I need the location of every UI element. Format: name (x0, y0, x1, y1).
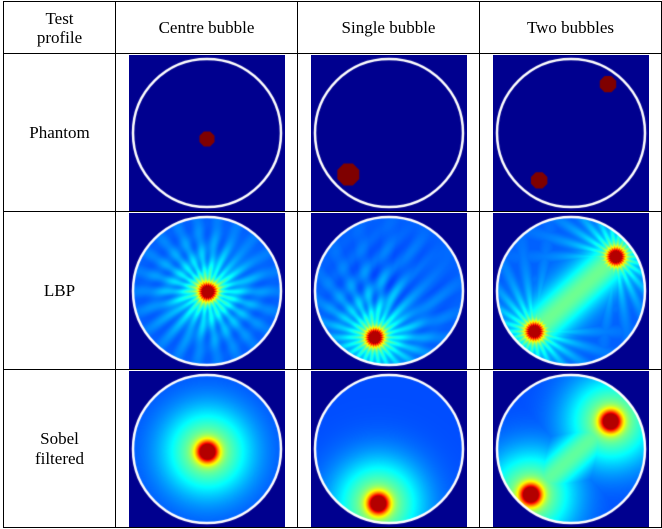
corner-header-line-1: Test (45, 8, 74, 28)
corner-header-line-2: profile (36, 27, 83, 47)
cell-lbp-centre-bubble (115, 211, 298, 370)
row-label-phantom-text: Phantom (29, 122, 90, 142)
row-label-sobel-line-2: filtered (34, 448, 85, 468)
corner-header: Test profile (3, 1, 116, 54)
cell-lbp-two-bubbles (479, 211, 662, 370)
column-header-centre-bubble: Centre bubble (115, 1, 298, 54)
phantom-two-bubbles-image (492, 54, 649, 211)
header-row: Test profile Centre bubble Single bubble… (3, 1, 662, 54)
sobel-two-bubbles-image (492, 370, 649, 527)
cell-phantom-centre-bubble (115, 53, 298, 212)
lbp-centre-bubble-image (128, 212, 285, 369)
sobel-single-bubble-image (310, 370, 467, 527)
lbp-single-bubble-image (310, 212, 467, 369)
column-header-two-bubbles: Two bubbles (479, 1, 662, 54)
cell-phantom-two-bubbles (479, 53, 662, 212)
row-label-sobel-filtered: Sobel filtered (3, 369, 116, 528)
row-phantom: Phantom (3, 53, 662, 212)
cell-sobel-centre-bubble (115, 369, 298, 528)
row-sobel-filtered: Sobel filtered (3, 369, 662, 528)
cell-lbp-single-bubble (297, 211, 480, 370)
column-header-single-bubble: Single bubble (297, 1, 480, 54)
row-label-sobel-line-1: Sobel (40, 428, 79, 448)
row-label-phantom: Phantom (3, 53, 116, 212)
lbp-two-bubbles-image (492, 212, 649, 369)
results-table: Test profile Centre bubble Single bubble… (3, 1, 662, 528)
row-lbp: LBP (3, 211, 662, 370)
cell-phantom-single-bubble (297, 53, 480, 212)
cell-sobel-single-bubble (297, 369, 480, 528)
sobel-centre-bubble-image (128, 370, 285, 527)
row-label-lbp-text: LBP (43, 280, 76, 300)
row-label-lbp: LBP (3, 211, 116, 370)
phantom-centre-bubble-image (128, 54, 285, 211)
cell-sobel-two-bubbles (479, 369, 662, 528)
phantom-single-bubble-image (310, 54, 467, 211)
